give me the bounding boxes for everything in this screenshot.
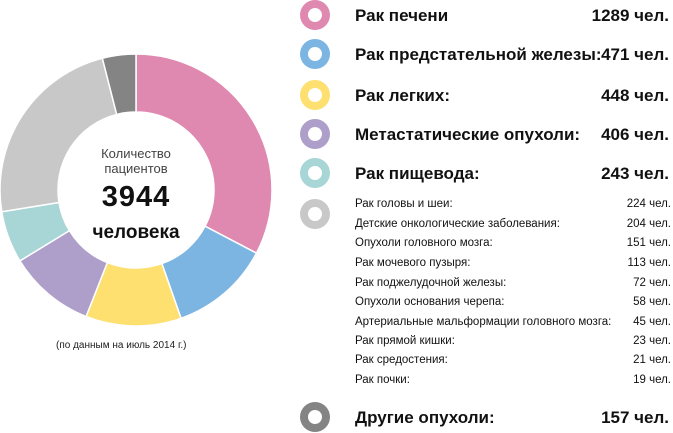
- breakdown-value: 19 чел.: [633, 374, 671, 386]
- legend-marker-lung: [300, 80, 330, 110]
- legend-value-other-tumors: 157 чел.: [601, 408, 669, 427]
- breakdown-value: 72 чел.: [633, 277, 671, 289]
- center-total: 3944: [101, 181, 171, 213]
- donut-chart: [0, 53, 272, 327]
- legend-marker-other-tumors: [300, 402, 330, 432]
- legend-marker-esophagus: [300, 158, 330, 188]
- breakdown-value: 113 чел.: [627, 257, 671, 269]
- legend-label-other-tumors: Другие опухоли:: [355, 408, 495, 427]
- center-label: Количество пациентов: [101, 146, 171, 176]
- legend-marker-liver: [300, 0, 330, 30]
- breakdown-label: Опухоли основания черепа:: [355, 296, 505, 308]
- breakdown-value: 21 чел.: [633, 354, 671, 366]
- donut-slice-5: [0, 57, 118, 213]
- breakdown-row: Рак поджелудочной железы: 72 чел.: [355, 277, 671, 295]
- breakdown-value: 224 чел.: [626, 198, 671, 210]
- breakdown-row: Рак мочевого пузыря: 113 чел.: [355, 257, 671, 275]
- breakdown-label: Рак средостения:: [355, 354, 448, 366]
- breakdown-row: Опухоли основания черепа: 58 чел.: [355, 296, 671, 314]
- footnote: (по данным на июль 2014 г.): [56, 340, 187, 351]
- breakdown-label: Рак почки:: [355, 374, 410, 386]
- breakdown-label: Опухоли головного мозга:: [355, 237, 493, 249]
- breakdown-row: Детские онкологические заболевания: 204 …: [355, 218, 671, 236]
- center-unit: человека: [92, 222, 180, 243]
- breakdown-label: Артериальные мальформации головного мозг…: [355, 316, 612, 328]
- breakdown-row: Рак средостения: 21 чел.: [355, 354, 671, 372]
- legend-value-prostate: 471 чел.: [601, 45, 669, 64]
- breakdown-label: Рак мочевого пузыря:: [355, 257, 471, 269]
- breakdown-row: Рак головы и шеи: 224 чел.: [355, 198, 671, 216]
- legend-marker-prostate: [300, 39, 330, 69]
- breakdown-row: Рак почки: 19 чел.: [355, 374, 671, 392]
- breakdown-label: Рак поджелудочной железы:: [355, 277, 507, 289]
- legend-value-metastatic: 406 чел.: [601, 125, 669, 144]
- legend-value-esophagus: 243 чел.: [601, 164, 669, 183]
- legend-label-liver: Рак печени: [355, 6, 449, 25]
- legend-label-metastatic: Метастатические опухоли:: [355, 125, 581, 144]
- breakdown-value: 204 чел.: [626, 218, 671, 230]
- breakdown-value: 45 чел.: [633, 316, 671, 328]
- legend-value-lung: 448 чел.: [601, 86, 669, 105]
- breakdown-value: 58 чел.: [633, 296, 671, 308]
- legend-marker-other-group: [300, 199, 330, 229]
- breakdown-row: Опухоли головного мозга: 151 чел.: [355, 237, 671, 255]
- donut-slice-0: [135, 53, 272, 255]
- breakdown-value: 23 чел.: [633, 335, 671, 347]
- legend-label-prostate: Рак предстательной железы:: [355, 45, 602, 64]
- breakdown-value: 151 чел.: [626, 237, 671, 249]
- breakdown-row: Рак прямой кишки: 23 чел.: [355, 335, 671, 353]
- breakdown-label: Рак прямой кишки:: [355, 335, 455, 347]
- breakdown-label: Рак головы и шеи:: [355, 198, 453, 210]
- donut-slice-6: [101, 53, 137, 116]
- legend-value-liver: 1289 чел.: [591, 6, 669, 25]
- breakdown-row: Артериальные мальформации головного мозг…: [355, 316, 671, 334]
- legend-label-lung: Рак легких:: [355, 86, 450, 105]
- legend-label-esophagus: Рак пищевода:: [355, 164, 480, 183]
- legend-marker-metastatic: [300, 119, 330, 149]
- breakdown-label: Детские онкологические заболевания:: [355, 218, 560, 230]
